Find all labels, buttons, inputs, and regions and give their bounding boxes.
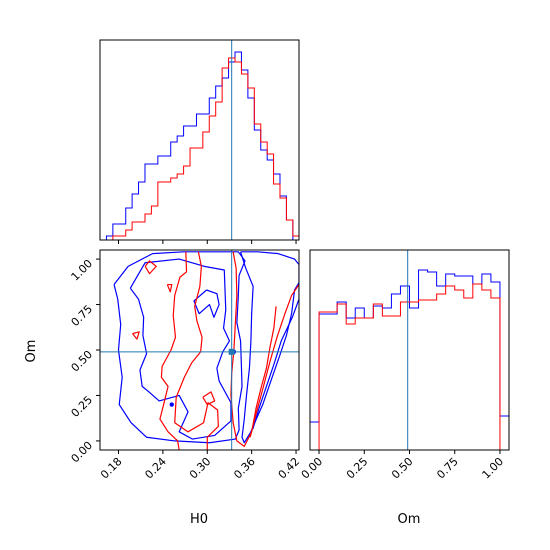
om-y-tick-label-2: 0.50 xyxy=(69,348,96,375)
h0-hist-frame xyxy=(99,39,300,241)
h0-x-tick-label-3: 0.36 xyxy=(231,455,258,482)
contour-6 xyxy=(144,260,157,275)
om-y-tick-label-4: 1.00 xyxy=(69,257,96,284)
contour-5 xyxy=(159,251,188,450)
om-marginal-panel: 0.00 0.25 0.50 0.75 1.00 xyxy=(299,249,510,482)
contour-1 xyxy=(113,251,246,444)
contour-7 xyxy=(174,251,219,450)
h0-marginal-panel xyxy=(99,39,300,244)
contour-11 xyxy=(230,251,277,447)
om-hist-series-1 xyxy=(310,283,509,451)
joint-contour-panel: 0.18 0.24 0.30 0.36 0.42 0.00 0.25 0.50 0.75 1.00 xyxy=(69,249,303,482)
om-hist-series-0 xyxy=(310,269,509,423)
contour-12 xyxy=(249,284,299,438)
om-x-tick-label-0: 0.00 xyxy=(299,455,326,482)
contour-0 xyxy=(129,258,232,440)
om-y-tick-label-3: 0.75 xyxy=(69,302,96,329)
h0-hist-series-0 xyxy=(100,51,299,241)
om-x-tick-label-4: 1.00 xyxy=(480,455,507,482)
om-hist-frame xyxy=(309,249,510,451)
contour-10 xyxy=(202,391,216,406)
x-axis-label-om: Om xyxy=(398,512,421,527)
om-x-tick-label-2: 0.50 xyxy=(389,455,416,482)
joint-truth-marker xyxy=(228,348,235,355)
om-x-tick-label-3: 0.75 xyxy=(434,455,461,482)
y-axis-label-om: Om xyxy=(24,340,39,363)
density-marker-1 xyxy=(169,402,174,407)
h0-x-tick-label-1: 0.24 xyxy=(142,455,169,482)
om-x-tick-label-1: 0.25 xyxy=(344,455,371,482)
contour-9 xyxy=(132,331,140,340)
h0-x-tick-label-4: 0.42 xyxy=(276,455,303,482)
joint-contours xyxy=(113,251,299,450)
h0-x-tick-label-2: 0.30 xyxy=(187,455,214,482)
contour-4 xyxy=(247,282,299,440)
h0-x-tick-label-0: 0.18 xyxy=(98,455,125,482)
contour-2 xyxy=(193,289,220,318)
om-y-tick-label-1: 0.25 xyxy=(69,393,96,420)
x-axis-label-h0: H0 xyxy=(190,512,208,527)
h0-hist-series-1 xyxy=(100,57,299,241)
contour-8 xyxy=(166,283,173,293)
om-y-tick-label-0: 0.00 xyxy=(69,439,96,466)
